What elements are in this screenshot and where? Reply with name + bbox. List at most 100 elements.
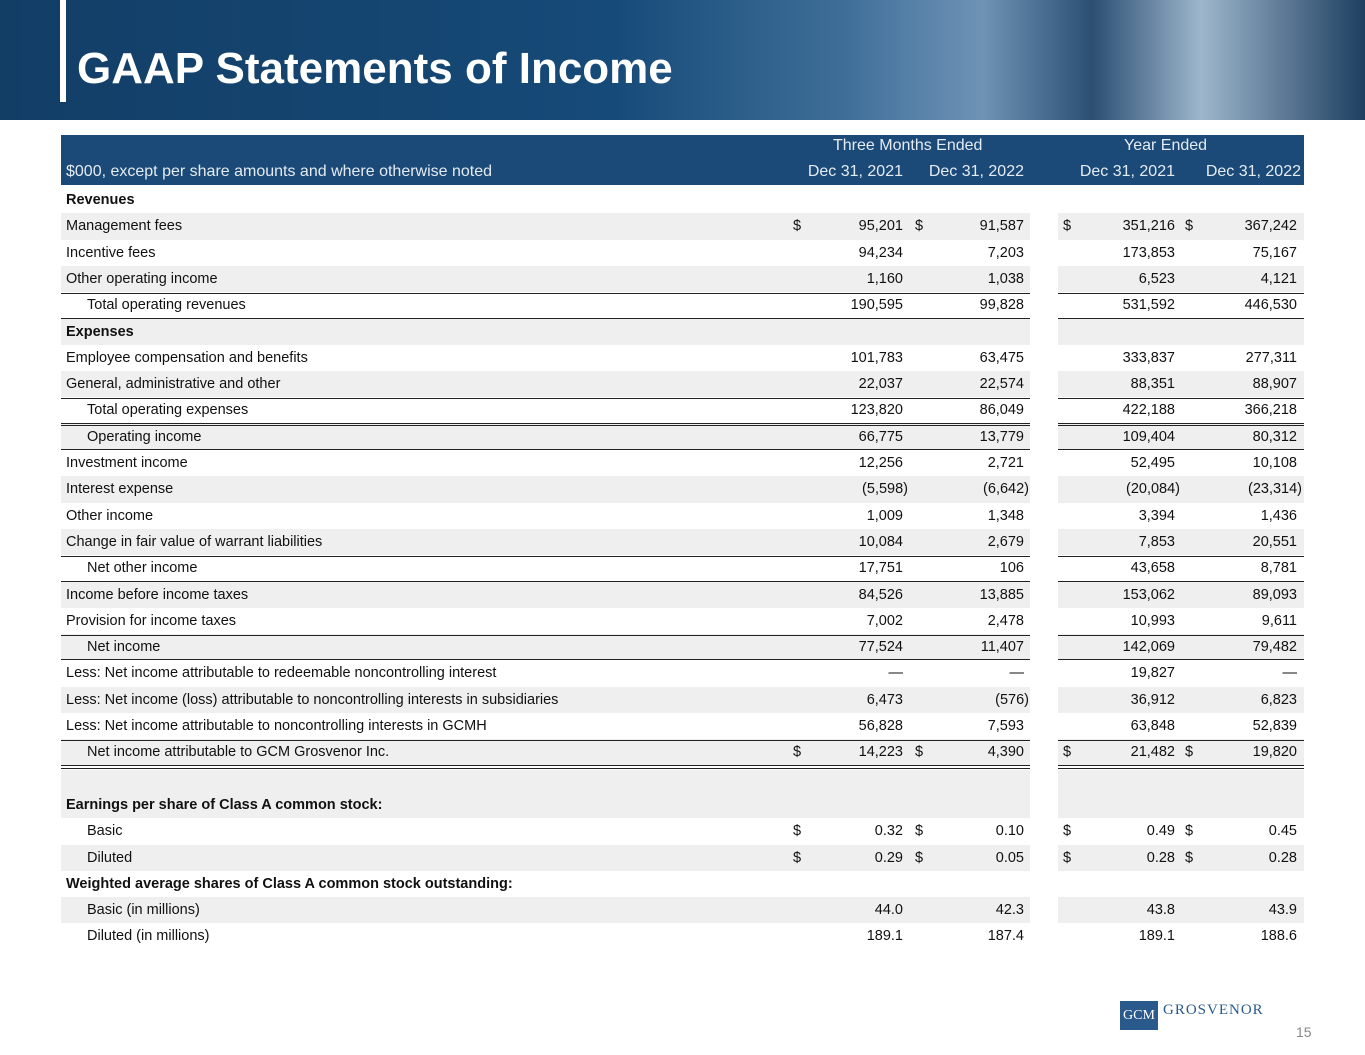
row-shade xyxy=(61,476,1030,503)
value-cell: 7,203 xyxy=(987,244,1024,261)
value-cell: 277,311 xyxy=(1245,349,1297,366)
row-shade xyxy=(61,423,1030,450)
value-cell: 91,587 xyxy=(979,218,1024,235)
value-cell: 17,751 xyxy=(858,560,903,577)
rule xyxy=(1058,317,1304,319)
rule xyxy=(61,317,1030,319)
value-cell: 190,595 xyxy=(850,297,903,314)
rule xyxy=(61,659,1030,661)
value-cell: 153,062 xyxy=(1122,586,1175,603)
row-shade xyxy=(1058,423,1304,450)
value-cell: 79,482 xyxy=(1252,639,1297,656)
value-cell: (576) xyxy=(995,691,1029,708)
value-cell: 14,223 xyxy=(858,744,903,761)
rule xyxy=(1058,740,1304,742)
row-label: Weighted average shares of Class A commo… xyxy=(66,875,513,892)
row-shade xyxy=(61,844,1030,871)
row-label: Employee compensation and benefits xyxy=(66,349,308,366)
value-cell: 2,478 xyxy=(987,612,1024,629)
currency: $ xyxy=(915,849,924,866)
row-shade xyxy=(1058,791,1304,819)
currency: $ xyxy=(915,823,924,840)
row-label: Provision for income taxes xyxy=(66,612,237,629)
rule xyxy=(61,424,1030,426)
rule xyxy=(61,293,1030,295)
value-cell: 123,820 xyxy=(850,402,903,419)
value-cell: 0.29 xyxy=(874,849,903,866)
value-cell: 66,775 xyxy=(858,428,903,445)
value-cell: 2,721 xyxy=(987,455,1024,471)
value-cell: 142,069 xyxy=(1122,639,1175,656)
value-cell: 52,495 xyxy=(1130,455,1175,471)
rule xyxy=(1058,659,1304,661)
value-cell: 63,475 xyxy=(979,349,1024,366)
value-cell: 188.6 xyxy=(1260,928,1297,945)
row-label: Change in fair value of warrant liabilit… xyxy=(66,533,323,550)
row-label: General, administrative and other xyxy=(66,376,281,393)
page-number: 15 xyxy=(1296,1024,1312,1040)
row-shade xyxy=(1058,371,1304,398)
currency: $ xyxy=(915,744,924,761)
column-header: Dec 31, 2022 xyxy=(928,163,1024,180)
row-shade xyxy=(1058,528,1304,556)
row-label: Diluted (in millions) xyxy=(87,928,210,945)
row-label: Revenues xyxy=(66,192,135,208)
value-cell: 20,551 xyxy=(1252,533,1297,550)
value-cell: 7,002 xyxy=(866,612,903,629)
row-label: Operating income xyxy=(87,428,202,445)
value-cell: 89,093 xyxy=(1252,586,1297,603)
value-cell: 63,848 xyxy=(1130,718,1175,734)
row-label: Other operating income xyxy=(66,270,218,287)
value-cell: 13,885 xyxy=(979,586,1024,603)
value-cell: 366,218 xyxy=(1244,402,1297,419)
value-cell: 8,781 xyxy=(1260,560,1297,577)
group-header: Year Ended xyxy=(1124,137,1208,154)
column-header: Dec 31, 2021 xyxy=(1079,163,1175,180)
currency: $ xyxy=(793,218,802,235)
row-label: Income before income taxes xyxy=(66,586,249,603)
row-shade xyxy=(61,634,1030,661)
value-cell: 106 xyxy=(999,560,1024,577)
row-label: Less: Net income attributable to noncont… xyxy=(66,718,487,734)
value-cell: 189.1 xyxy=(1138,928,1175,945)
row-shade xyxy=(1058,844,1304,871)
rule xyxy=(61,764,1030,766)
value-cell: 3,394 xyxy=(1138,507,1175,524)
value-cell: 42.3 xyxy=(995,902,1024,919)
row-label: Total operating expenses xyxy=(87,402,249,419)
currency: $ xyxy=(1185,218,1194,235)
row-shade xyxy=(61,213,1030,240)
value-cell: 0.32 xyxy=(874,823,903,840)
logo-text: GROSVENOR xyxy=(1163,1002,1264,1018)
row-shade xyxy=(1058,318,1304,345)
row-shade xyxy=(1058,265,1304,293)
value-cell: 88,351 xyxy=(1130,376,1175,393)
currency: $ xyxy=(793,744,802,761)
spacer-row xyxy=(1058,769,1304,792)
value-cell: 95,201 xyxy=(858,218,903,235)
value-cell: 9,611 xyxy=(1261,612,1297,629)
value-cell: 11,407 xyxy=(980,639,1024,656)
row-label: Net income xyxy=(87,639,161,656)
value-cell: 56,828 xyxy=(858,718,903,734)
column-header: $000, except per share amounts and where… xyxy=(66,163,493,180)
value-cell: — xyxy=(1282,665,1298,682)
value-cell: 43,658 xyxy=(1130,560,1175,577)
currency: $ xyxy=(1185,849,1194,866)
row-label: Total operating revenues xyxy=(87,297,246,314)
rule xyxy=(1058,449,1304,450)
rule xyxy=(1058,398,1304,400)
currency: $ xyxy=(1063,823,1072,840)
value-cell: 10,993 xyxy=(1130,612,1175,629)
value-cell: 21,482 xyxy=(1130,744,1175,761)
value-cell: 10,108 xyxy=(1252,455,1297,471)
row-shade xyxy=(1058,476,1304,503)
value-cell: 0.45 xyxy=(1268,823,1297,840)
currency: $ xyxy=(1063,849,1072,866)
value-cell: 10,084 xyxy=(858,533,903,550)
group-header: Three Months Ended xyxy=(833,137,983,154)
row-shade xyxy=(1058,213,1304,240)
logo-mark: GCM xyxy=(1120,1001,1158,1030)
row-shade xyxy=(61,897,1030,924)
